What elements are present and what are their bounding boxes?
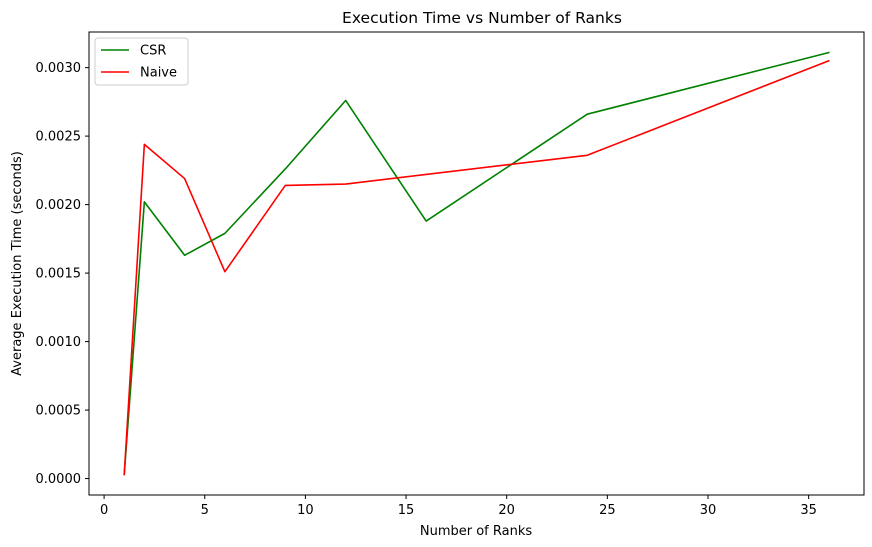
x-tick-label: 15 xyxy=(398,503,415,518)
legend-label-csr: CSR xyxy=(140,44,166,59)
x-axis: 0 5 10 15 20 25 30 35 xyxy=(100,495,817,518)
x-axis-title: Number of Ranks xyxy=(420,524,532,539)
y-axis-title: Average Execution Time (seconds) xyxy=(10,151,25,376)
legend-label-naive: Naive xyxy=(140,66,177,81)
legend: CSR Naive xyxy=(94,37,189,86)
x-tick-label: 10 xyxy=(297,503,314,518)
x-tick-label: 20 xyxy=(498,503,515,518)
y-tick-label: 0.0030 xyxy=(36,61,82,76)
x-tick-label: 25 xyxy=(599,503,616,518)
chart-title: Execution Time vs Number of Ranks xyxy=(342,9,622,27)
y-tick-label: 0.0000 xyxy=(36,472,82,487)
y-tick-label: 0.0015 xyxy=(36,267,82,282)
plot-lines xyxy=(123,51,830,476)
y-tick-label: 0.0025 xyxy=(36,130,82,145)
y-tick-label: 0.0020 xyxy=(36,198,82,213)
plot-area-frame xyxy=(88,31,865,496)
x-tick-label: 0 xyxy=(100,503,108,518)
x-tick-label: 35 xyxy=(800,503,817,518)
y-tick-label: 0.0005 xyxy=(36,404,82,419)
x-tick-label: 30 xyxy=(700,503,717,518)
y-axis: 0.0000 0.0005 0.0010 0.0015 0.0020 0.0025 0.00… xyxy=(36,61,89,487)
series-line-naive xyxy=(123,59,830,476)
series-line-csr xyxy=(123,51,830,476)
x-tick-label: 5 xyxy=(201,503,209,518)
y-tick-label: 0.0010 xyxy=(36,335,82,350)
